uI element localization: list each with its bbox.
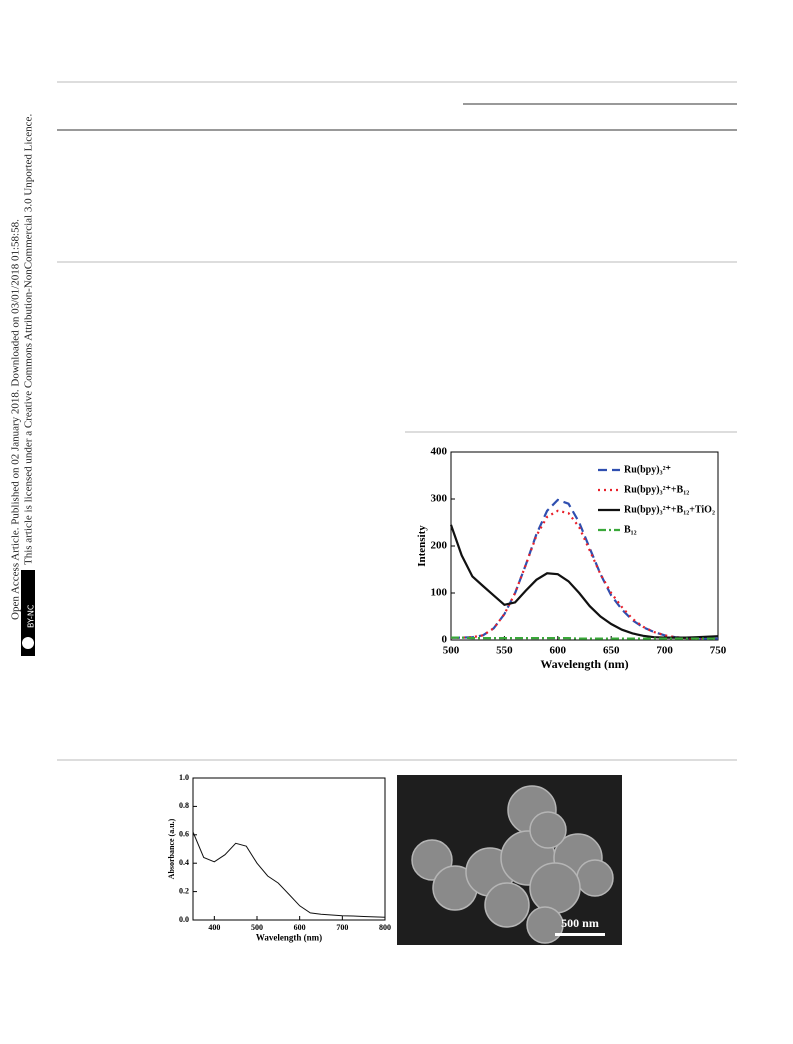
x-tick-label: 400 [208,923,220,932]
y-tick-label: 0 [442,634,448,646]
x-tick-label: 650 [603,645,620,657]
sidebar-text: Open Access Article. Published on 02 Jan… [10,219,22,620]
y-tick-label: 1.0 [179,773,189,782]
series-line [192,831,386,918]
y-axis-label: Intensity [416,525,428,567]
x-tick-label: 700 [336,923,348,932]
x-tick-label: 750 [710,645,727,657]
y-tick-label: 0.8 [179,801,189,810]
y-tick-label: 300 [431,493,448,505]
x-tick-label: 500 [443,645,460,657]
y-tick-label: 100 [431,587,448,599]
plot-frame [192,777,386,921]
y-tick-label: 0.4 [179,858,189,867]
series-line [449,524,719,639]
x-axis-label: Wavelength (nm) [540,657,628,671]
x-tick-label: 600 [550,645,567,657]
y-tick-label: 0.6 [179,830,189,839]
legend-label: Ru(bpy)₃²⁺+B₁₂ [624,484,689,495]
x-axis-label: Wavelength (nm) [256,932,322,942]
x-tick-label: 800 [379,923,391,932]
series-line [451,636,718,640]
y-tick-label: 0.2 [179,886,189,895]
sem-image: 500 nm [397,775,622,945]
legend-label: B₁₂ [624,524,637,535]
x-tick-label: 600 [294,923,306,932]
legend-label: Ru(bpy)₃²⁺ [624,464,671,475]
y-tick-label: 400 [431,446,448,458]
y-tick-label: 200 [431,540,448,552]
legend-label: Ru(bpy)₃²⁺+B₁₂+TiO₂ [624,504,715,515]
plot-frame [450,451,719,641]
x-tick-label: 700 [656,645,673,657]
series-line [451,509,718,640]
sidebar-text: This article is licensed under a Creativ… [23,114,35,565]
scale-label: 500 nm [561,916,599,930]
cc-badge: BY-NC [21,570,36,656]
x-tick-label: 500 [251,923,263,932]
y-tick-label: 0.0 [179,915,189,924]
x-tick-label: 550 [496,645,513,657]
series-line [451,498,718,640]
badge-text: BY-NC [27,604,36,628]
y-axis-label: Absorbance (a.u.) [167,818,176,879]
